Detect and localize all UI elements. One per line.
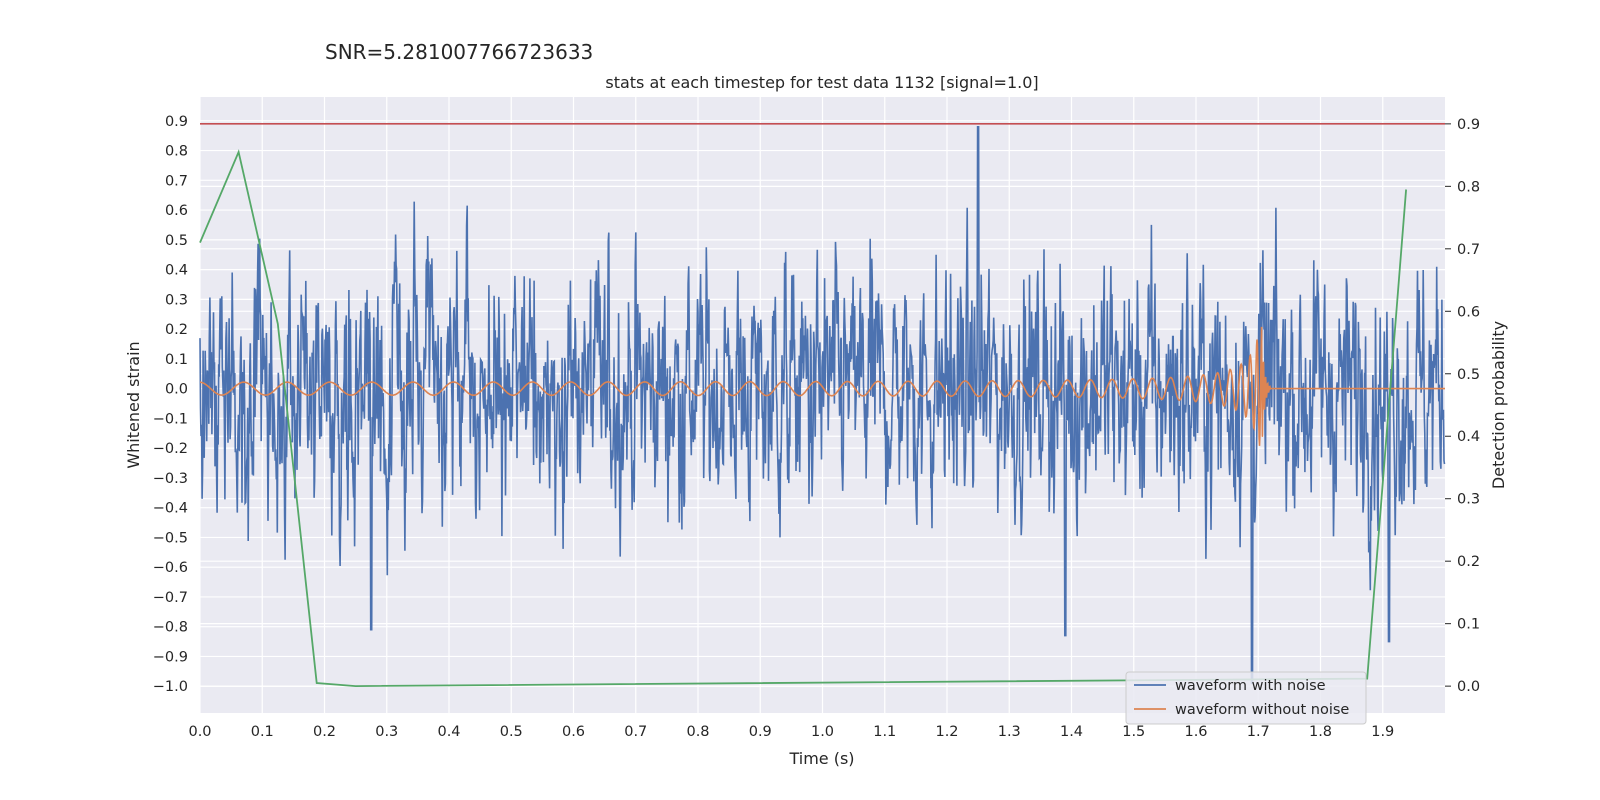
y-tick-label-right: 0.9: [1457, 117, 1480, 133]
x-tick-label: 0.4: [437, 724, 460, 740]
y-tick-label-left: 0.9: [165, 114, 188, 130]
y-tick-label-right: 0.6: [1457, 304, 1480, 320]
tick-labels: 0.0 0.1 0.2 0.3 0.4 0.5 0.6 0.7 0.8 0.9 1.0 1.1 1.2 1…: [153, 114, 1480, 740]
y-tick-label-left: −0.8: [153, 620, 188, 636]
series-waveform-with-noise: [199, 126, 1446, 684]
y-tick-label-left: −0.1: [153, 411, 188, 427]
y-tick-label-right: 0.8: [1457, 179, 1480, 195]
x-tick-label: 1.1: [873, 724, 896, 740]
series-waveform-without-noise: [200, 326, 1445, 446]
legend-box: [1125, 671, 1367, 725]
y-tick-label-left: −0.3: [153, 471, 188, 487]
y-tick-label-left: 0.7: [165, 173, 188, 189]
y-tick-label-left: 0.1: [165, 352, 188, 368]
x-tick-label: 0.8: [686, 724, 709, 740]
y-tick-label-right: 0.7: [1457, 242, 1480, 258]
y-tick-label-left: −1.0: [153, 679, 188, 695]
y-tick-label-right: 0.5: [1457, 367, 1480, 383]
y-tick-label-left: −0.4: [153, 501, 188, 517]
x-tick-label: 0.2: [313, 724, 336, 740]
y-tick-label-left: 0.5: [165, 233, 188, 249]
y-tick-label-right: 0.0: [1457, 679, 1480, 695]
x-tick-label: 1.5: [1122, 724, 1145, 740]
x-tick-label: 0.9: [749, 724, 772, 740]
snr-annotation: SNR=5.281007766723633: [325, 40, 594, 64]
y-tick-label-left: 0.8: [165, 144, 188, 160]
legend: waveform with noise waveform without noi…: [1125, 671, 1367, 725]
x-tick-label: 0.5: [500, 724, 523, 740]
y-axis-label-right: Detection probability: [1489, 321, 1508, 489]
series-layer: [199, 122, 1446, 688]
y-tick-label-left: −0.7: [153, 590, 188, 606]
y-tick-label-left: 0.2: [165, 322, 188, 338]
x-tick-label: 1.6: [1184, 724, 1207, 740]
x-tick-label: 0.6: [562, 724, 585, 740]
chart-title: stats at each timestep for test data 113…: [605, 73, 1038, 92]
y-tick-label-left: −0.9: [153, 649, 188, 665]
x-tick-label: 0.0: [188, 724, 211, 740]
x-axis-label: Time (s): [788, 749, 854, 768]
y-tick-label-left: −0.5: [153, 530, 188, 546]
x-tick-label: 1.4: [1060, 724, 1083, 740]
y-tick-label-left: 0.4: [165, 263, 188, 279]
x-tick-label: 1.9: [1371, 724, 1394, 740]
legend-label-clean: waveform without noise: [1175, 702, 1349, 718]
legend-label-noise: waveform with noise: [1175, 678, 1326, 694]
x-tick-label: 1.3: [998, 724, 1021, 740]
y-tick-label-left: −0.6: [153, 560, 188, 576]
y-tick-label-left: 0.6: [165, 203, 188, 219]
y-tick-label-left: 0.0: [165, 382, 188, 398]
x-tick-label: 1.0: [811, 724, 834, 740]
x-tick-label: 1.2: [935, 724, 958, 740]
x-tick-label: 0.1: [251, 724, 274, 740]
y-tick-label-right: 0.2: [1457, 554, 1480, 570]
x-tick-label: 0.3: [375, 724, 398, 740]
y-axis-label-left: Whitened strain: [124, 341, 143, 468]
y-tick-label-right: 0.4: [1457, 429, 1480, 445]
series-detection-probability: [199, 149, 1407, 688]
x-tick-label: 1.8: [1309, 724, 1332, 740]
y-tick-label-left: 0.3: [165, 292, 188, 308]
y-tick-label-left: −0.2: [153, 441, 188, 457]
x-tick-label: 0.7: [624, 724, 647, 740]
y-tick-label-right: 0.3: [1457, 492, 1480, 508]
y-tick-label-right: 0.1: [1457, 617, 1480, 633]
x-tick-label: 1.7: [1247, 724, 1270, 740]
